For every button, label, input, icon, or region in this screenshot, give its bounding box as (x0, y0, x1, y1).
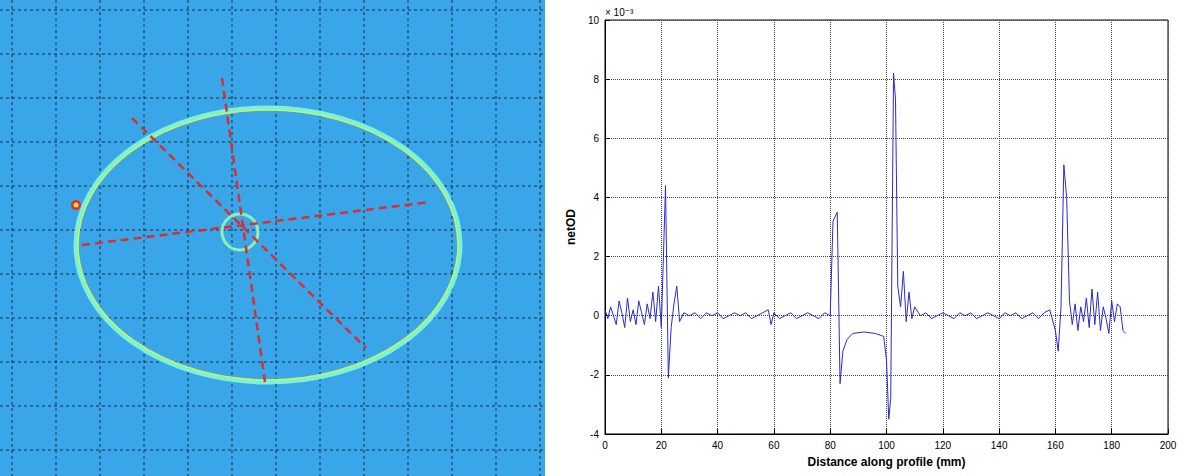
svg-text:100: 100 (878, 440, 895, 451)
svg-text:-2: -2 (590, 369, 599, 380)
svg-text:6: 6 (593, 133, 599, 144)
svg-text:-4: -4 (590, 429, 599, 440)
svg-text:160: 160 (1047, 440, 1064, 451)
svg-text:10: 10 (588, 15, 600, 26)
svg-text:2: 2 (593, 251, 599, 262)
svg-text:200: 200 (1160, 440, 1177, 451)
svg-text:8: 8 (593, 74, 599, 85)
svg-text:Distance along profile (mm): Distance along profile (mm) (807, 455, 965, 469)
svg-text:20: 20 (656, 440, 668, 451)
svg-text:140: 140 (991, 440, 1008, 451)
svg-text:40: 40 (712, 440, 724, 451)
svg-text:180: 180 (1103, 440, 1120, 451)
svg-text:80: 80 (825, 440, 837, 451)
svg-text:0: 0 (593, 310, 599, 321)
svg-text:120: 120 (934, 440, 951, 451)
svg-text:netOD: netOD (564, 209, 578, 245)
svg-text:4: 4 (593, 192, 599, 203)
svg-text:60: 60 (768, 440, 780, 451)
svg-text:× 10⁻³: × 10⁻³ (605, 7, 634, 18)
svg-text:0: 0 (602, 440, 608, 451)
